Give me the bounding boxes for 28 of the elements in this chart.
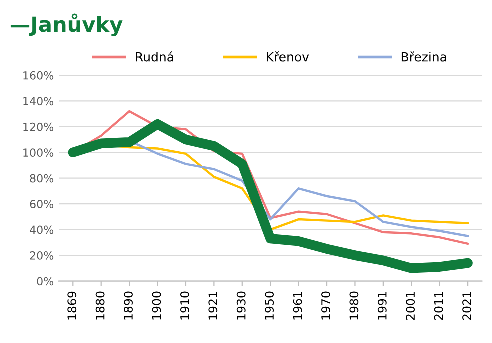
x-tick-label: 1880 (96, 292, 105, 320)
y-tick-label: 60% (30, 200, 54, 208)
chart-title: —Janůvky (10, 14, 123, 37)
x-tick-label: 1921 (208, 292, 218, 320)
x-tick-label: 1890 (124, 292, 133, 320)
x-tick-label: 1991 (378, 292, 387, 320)
y-tick-label: 40% (30, 226, 54, 234)
x-tick-label: 1970 (322, 292, 330, 320)
y-tick-label: 20% (30, 252, 54, 260)
x-tick-label: 1950 (265, 292, 274, 320)
x-tick-label: 1961 (293, 292, 302, 320)
x-tick-label: 1869 (68, 292, 77, 320)
y-tick-label: 140% (24, 97, 54, 106)
y-tick-label: 80% (30, 174, 54, 183)
legend-label: Březina (402, 52, 446, 62)
legend-label: Křenov (267, 52, 310, 62)
legend-label: Rudná (136, 52, 174, 62)
x-tick-label: 2001 (406, 292, 416, 320)
y-tick-label: 120% (24, 122, 54, 132)
y-tick-label: 100% (24, 148, 54, 158)
x-tick-label: 1980 (350, 292, 359, 320)
x-tick-label: 1930 (236, 292, 246, 320)
x-tick-label: 1900 (152, 292, 162, 320)
y-tick-label: 0% (37, 277, 54, 286)
x-tick-label: 2021 (462, 292, 472, 320)
x-tick-label: 1910 (180, 292, 190, 320)
y-tick-label: 160% (24, 71, 54, 80)
x-tick-label: 2011 (434, 292, 444, 320)
